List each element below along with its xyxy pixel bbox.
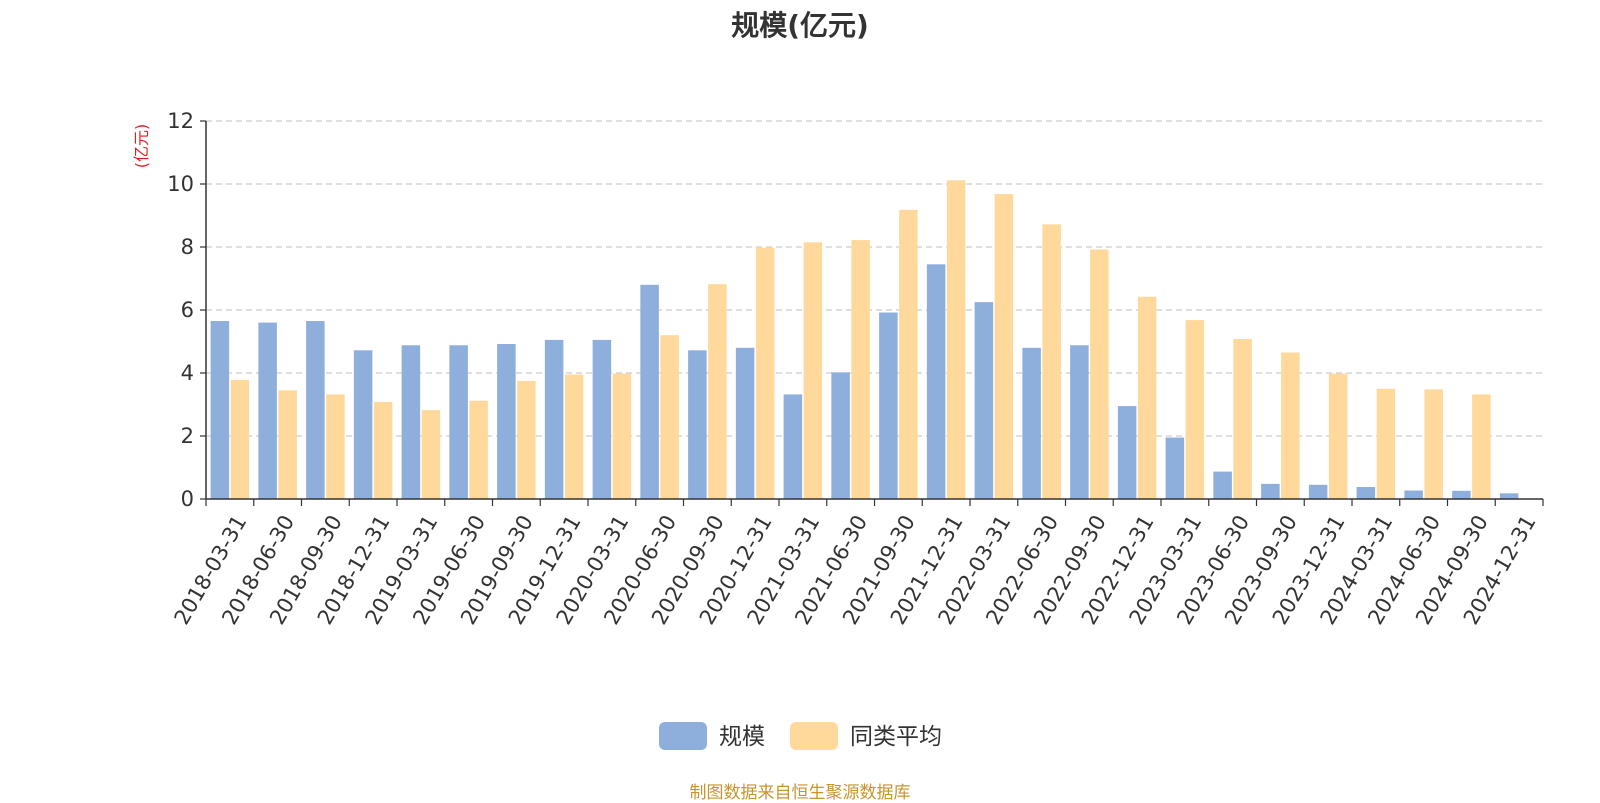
bar-scale[interactable] — [688, 350, 707, 499]
bar-peer-average[interactable] — [994, 194, 1014, 499]
legend-item-scale[interactable]: 规模 — [659, 722, 765, 750]
bar-scale[interactable] — [1022, 347, 1041, 499]
bar-peer-average[interactable] — [469, 400, 488, 499]
bar-peer-average[interactable] — [1281, 352, 1300, 499]
y-tick-label: 6 — [181, 298, 194, 322]
bar-scale[interactable] — [210, 321, 230, 499]
bar-scale[interactable] — [258, 322, 277, 499]
bar-peer-average[interactable] — [1233, 338, 1252, 499]
data-source-note: 制图数据来自恒生聚源数据库 — [689, 783, 911, 803]
bar-peer-average[interactable] — [851, 240, 870, 499]
bar-scale[interactable] — [306, 321, 325, 499]
bar-peer-average[interactable] — [1472, 394, 1491, 499]
bar-scale[interactable] — [544, 339, 564, 499]
bar-peer-average[interactable] — [373, 401, 393, 499]
bar-scale[interactable] — [783, 394, 803, 499]
bar-scale[interactable] — [353, 350, 373, 499]
bar-scale[interactable] — [1070, 345, 1089, 499]
bar-peer-average[interactable] — [1328, 373, 1348, 499]
bar-peer-average[interactable] — [803, 242, 823, 499]
chart-title: 规模(亿元) — [731, 9, 869, 42]
bar-scale[interactable] — [640, 284, 659, 499]
y-tick-label: 8 — [181, 235, 194, 259]
bar-scale[interactable] — [401, 345, 421, 499]
legend-item-peer-average[interactable]: 同类平均 — [790, 722, 942, 750]
legend-swatch — [790, 722, 838, 750]
bar-scale[interactable] — [1308, 484, 1328, 499]
bar-peer-average[interactable] — [517, 380, 536, 499]
bar-scale[interactable] — [1165, 437, 1185, 499]
bar-scale[interactable] — [735, 347, 755, 499]
bar-peer-average[interactable] — [899, 209, 918, 499]
bar-peer-average[interactable] — [660, 335, 679, 499]
bars — [210, 180, 1519, 499]
bar-peer-average[interactable] — [755, 247, 775, 499]
y-tick-label: 12 — [167, 109, 194, 133]
bar-scale[interactable] — [926, 264, 946, 499]
bar-peer-average[interactable] — [564, 374, 584, 499]
bar-peer-average[interactable] — [230, 379, 250, 499]
bar-scale[interactable] — [879, 312, 898, 499]
bar-peer-average[interactable] — [1185, 320, 1205, 499]
bar-scale[interactable] — [831, 372, 850, 499]
bar-scale[interactable] — [1261, 483, 1280, 499]
bar-peer-average[interactable] — [612, 373, 632, 499]
bar-scale[interactable] — [1452, 490, 1471, 499]
bar-peer-average[interactable] — [1376, 388, 1396, 499]
legend-label: 同类平均 — [850, 724, 942, 750]
y-tick-label: 10 — [167, 172, 194, 196]
y-axis-unit-label: (亿元) — [132, 124, 151, 169]
bar-peer-average[interactable] — [421, 410, 441, 499]
bar-peer-average[interactable] — [278, 390, 297, 499]
bar-scale[interactable] — [497, 344, 516, 499]
bar-peer-average[interactable] — [1137, 296, 1157, 499]
bar-peer-average[interactable] — [708, 284, 727, 499]
bar-scale[interactable] — [1499, 493, 1519, 499]
bar-peer-average[interactable] — [1424, 389, 1443, 499]
legend-label: 规模 — [719, 724, 765, 750]
legend-swatch — [659, 722, 707, 750]
bar-scale[interactable] — [974, 302, 994, 499]
bar-peer-average[interactable] — [946, 180, 966, 499]
y-tick-label: 0 — [181, 487, 194, 511]
bar-peer-average[interactable] — [1042, 224, 1061, 499]
bar-scale[interactable] — [449, 345, 468, 499]
bar-scale[interactable] — [1356, 487, 1376, 499]
bar-peer-average[interactable] — [1090, 249, 1109, 499]
bar-peer-average[interactable] — [326, 394, 345, 499]
legend[interactable]: 规模 同类平均 — [659, 722, 942, 750]
bar-scale[interactable] — [1213, 471, 1232, 499]
bar-scale[interactable] — [1117, 406, 1137, 499]
bar-scale[interactable] — [592, 339, 612, 499]
y-tick-label: 2 — [181, 424, 194, 448]
y-tick-label: 4 — [181, 361, 194, 385]
bar-scale[interactable] — [1404, 490, 1423, 499]
